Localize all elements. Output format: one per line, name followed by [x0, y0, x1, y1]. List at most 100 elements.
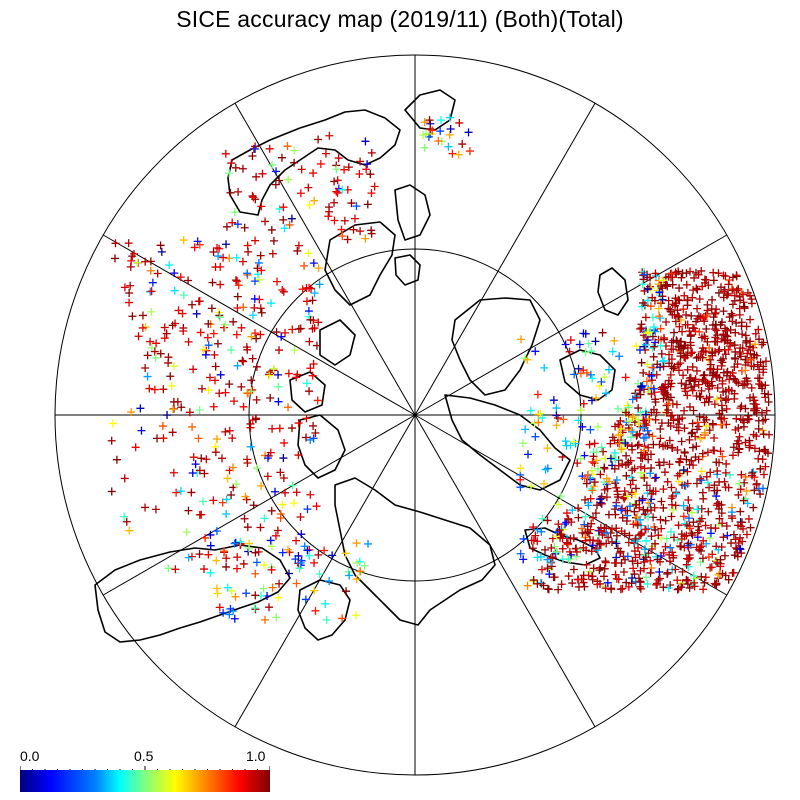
accuracy-marker: [760, 445, 769, 454]
accuracy-marker: [157, 247, 166, 256]
accuracy-marker: [619, 567, 628, 576]
accuracy-marker: [688, 386, 697, 395]
accuracy-marker: [587, 396, 596, 405]
accuracy-marker: [749, 467, 758, 476]
accuracy-marker: [746, 355, 755, 364]
accuracy-marker: [578, 422, 587, 431]
accuracy-marker: [261, 615, 270, 624]
accuracy-marker: [754, 325, 763, 334]
accuracy-marker: [232, 480, 241, 489]
accuracy-marker: [229, 317, 238, 326]
accuracy-marker: [719, 330, 728, 339]
accuracy-marker: [686, 330, 695, 339]
accuracy-marker: [658, 276, 667, 285]
accuracy-marker: [701, 378, 710, 387]
accuracy-marker: [718, 376, 727, 385]
accuracy-marker: [238, 164, 247, 173]
accuracy-marker: [543, 584, 552, 593]
accuracy-marker: [665, 350, 674, 359]
accuracy-marker: [569, 534, 578, 543]
accuracy-marker: [519, 439, 528, 448]
accuracy-marker: [523, 581, 532, 590]
accuracy-marker: [191, 460, 200, 469]
accuracy-marker: [268, 160, 277, 169]
accuracy-marker: [170, 269, 179, 278]
accuracy-marker: [589, 452, 598, 461]
coastline-path: [297, 579, 351, 641]
accuracy-marker: [213, 339, 222, 348]
accuracy-marker: [425, 116, 434, 125]
accuracy-marker: [659, 485, 668, 494]
accuracy-marker: [577, 406, 586, 415]
accuracy-marker: [222, 222, 231, 231]
accuracy-marker: [226, 604, 235, 613]
accuracy-marker: [735, 310, 744, 319]
accuracy-marker: [243, 269, 252, 278]
accuracy-marker: [688, 428, 697, 437]
accuracy-marker: [656, 341, 665, 350]
accuracy-marker: [664, 399, 673, 408]
accuracy-marker: [296, 512, 305, 521]
accuracy-marker: [742, 322, 751, 331]
meridian-line: [414, 234, 728, 416]
accuracy-marker: [195, 550, 204, 559]
accuracy-marker: [516, 464, 525, 473]
accuracy-marker: [677, 437, 686, 446]
accuracy-marker: [125, 526, 134, 535]
accuracy-marker: [705, 426, 714, 435]
accuracy-marker: [682, 520, 691, 529]
accuracy-marker: [716, 555, 725, 564]
accuracy-marker: [632, 342, 641, 351]
accuracy-marker: [128, 252, 137, 261]
accuracy-marker: [627, 442, 636, 451]
accuracy-marker: [610, 436, 619, 445]
accuracy-marker: [251, 415, 260, 424]
accuracy-marker: [464, 128, 473, 137]
accuracy-marker: [709, 313, 718, 322]
accuracy-marker: [296, 558, 305, 567]
accuracy-marker: [225, 610, 234, 619]
accuracy-marker: [666, 305, 675, 314]
accuracy-marker: [568, 579, 577, 588]
accuracy-marker: [752, 408, 761, 417]
accuracy-marker: [360, 561, 369, 570]
accuracy-marker: [588, 541, 597, 550]
accuracy-marker: [562, 538, 571, 547]
accuracy-marker: [691, 375, 700, 384]
accuracy-marker: [706, 529, 715, 538]
accuracy-marker: [231, 538, 240, 547]
accuracy-marker: [761, 462, 770, 471]
accuracy-marker: [127, 256, 136, 265]
accuracy-marker: [624, 403, 633, 412]
accuracy-marker: [228, 434, 237, 443]
accuracy-marker: [356, 157, 365, 166]
accuracy-marker: [552, 404, 561, 413]
accuracy-marker: [683, 351, 692, 360]
accuracy-marker: [654, 304, 663, 313]
coastline-path: [597, 267, 629, 316]
accuracy-marker: [714, 288, 723, 297]
meridian-line: [234, 414, 416, 728]
accuracy-marker: [184, 337, 193, 346]
accuracy-marker: [735, 479, 744, 488]
accuracy-marker: [233, 553, 242, 562]
coastline-path: [289, 371, 326, 413]
accuracy-marker: [688, 293, 697, 302]
accuracy-marker: [656, 324, 665, 333]
accuracy-marker: [325, 207, 334, 216]
accuracy-marker: [686, 376, 695, 385]
accuracy-marker: [716, 356, 725, 365]
accuracy-marker: [523, 355, 532, 364]
accuracy-marker: [147, 287, 156, 296]
accuracy-marker: [707, 563, 716, 572]
accuracy-marker: [300, 261, 309, 270]
accuracy-marker: [600, 485, 609, 494]
accuracy-marker: [584, 571, 593, 580]
accuracy-marker: [124, 239, 133, 248]
accuracy-marker: [612, 539, 621, 548]
accuracy-marker: [581, 348, 590, 357]
accuracy-marker: [726, 325, 735, 334]
accuracy-marker: [206, 541, 215, 550]
accuracy-marker: [465, 147, 474, 156]
accuracy-marker: [252, 395, 261, 404]
